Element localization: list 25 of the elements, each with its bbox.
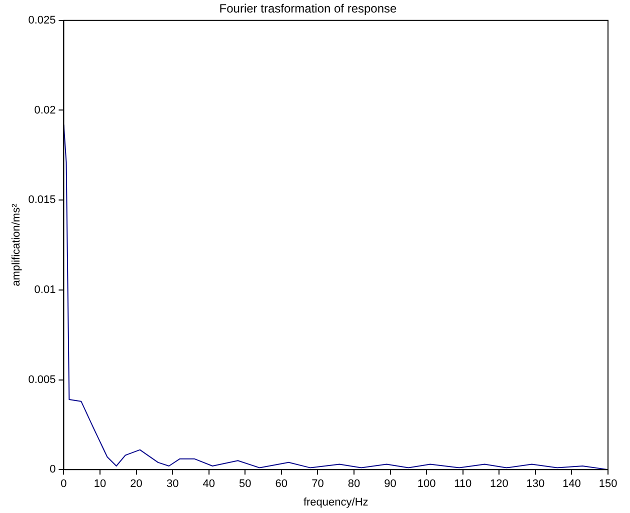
x-tick-label: 30 bbox=[166, 478, 179, 490]
x-tick-label: 100 bbox=[417, 478, 436, 490]
x-tick-label: 150 bbox=[598, 478, 618, 490]
y-tick-label: 0.005 bbox=[28, 374, 56, 386]
x-tick-label: 130 bbox=[526, 478, 545, 490]
x-tick-label: 50 bbox=[239, 478, 252, 490]
x-tick-label: 10 bbox=[94, 478, 106, 490]
x-tick-label: 80 bbox=[348, 478, 360, 490]
y-tick-label: 0.025 bbox=[28, 14, 56, 26]
chart-title: Fourier trasformation of response bbox=[219, 2, 398, 16]
x-tick-label: 70 bbox=[312, 478, 324, 490]
x-tick-label: 110 bbox=[454, 478, 472, 490]
x-axis-title: frequency/Hz bbox=[303, 496, 368, 508]
x-tick-label: 120 bbox=[490, 478, 508, 490]
y-tick-label: 0 bbox=[50, 464, 56, 476]
x-tick-label: 40 bbox=[202, 478, 215, 490]
y-tick-label: 0.01 bbox=[34, 284, 56, 296]
x-tick-label: 60 bbox=[275, 478, 288, 490]
y-tick-label: 0.02 bbox=[34, 104, 56, 116]
x-tick-label: 20 bbox=[130, 478, 142, 490]
y-axis-title: amplification/ms² bbox=[10, 203, 23, 286]
x-tick-label: 0 bbox=[60, 478, 67, 490]
x-tick-label: 90 bbox=[384, 478, 396, 490]
x-tick-label: 140 bbox=[562, 478, 581, 490]
y-tick-label: 0.015 bbox=[28, 194, 56, 206]
